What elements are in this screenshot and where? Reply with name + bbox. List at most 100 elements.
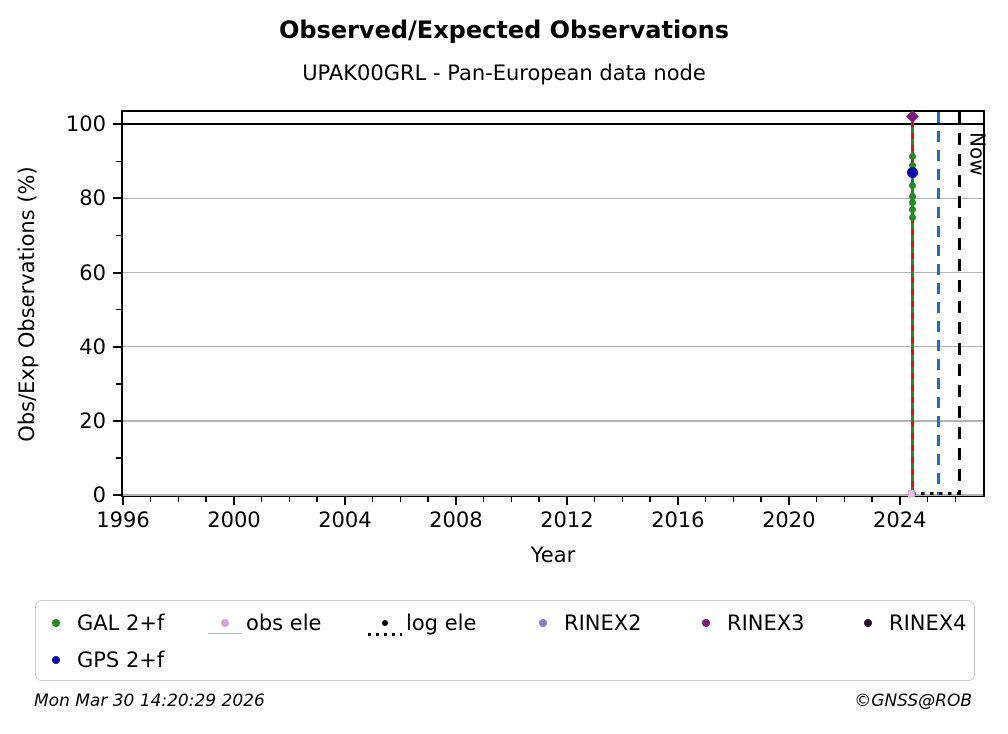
x-major-tick	[565, 497, 568, 505]
y-minor-tick	[116, 457, 121, 459]
data-point-gal-2-f	[908, 152, 916, 160]
x-minor-tick	[649, 497, 651, 502]
y-major-tick	[113, 494, 121, 496]
x-minor-tick	[871, 497, 873, 502]
x-tick-label: 1996	[96, 508, 150, 532]
x-tick-label: 2012	[540, 508, 594, 532]
y-tick-label: 100	[65, 112, 106, 137]
dot-sample	[382, 620, 388, 626]
legend-marker	[39, 619, 73, 627]
x-tick-label: 2008	[429, 508, 483, 532]
gridline	[123, 271, 983, 274]
legend-marker	[526, 619, 560, 627]
legend-item-gal-2-f: GAL 2+f	[39, 608, 164, 638]
x-major-tick	[898, 497, 901, 505]
data-point-obs-ele	[908, 490, 916, 497]
gridline	[123, 420, 983, 422]
x-minor-tick	[732, 497, 735, 502]
blue-dashed-line	[936, 112, 941, 495]
x-minor-tick	[926, 497, 929, 502]
data-point-gal-2-f	[908, 198, 916, 206]
y-minor-tick	[116, 160, 121, 163]
legend-label: log ele	[406, 611, 477, 635]
x-minor-tick	[843, 497, 846, 502]
legend-item-log-ele: log ele	[368, 608, 476, 638]
x-minor-tick	[316, 497, 318, 502]
y-tick-label: 0	[92, 483, 106, 507]
x-minor-tick	[760, 497, 762, 502]
legend-label: GPS 2+f	[77, 648, 165, 672]
log-ele-line	[912, 491, 960, 495]
legend-marker	[208, 619, 242, 634]
x-minor-tick	[704, 497, 707, 502]
dotted-line-sample	[368, 633, 402, 636]
y-minor-tick	[116, 383, 121, 385]
x-tick-label: 2016	[651, 508, 705, 532]
y-major-tick	[113, 271, 121, 274]
x-minor-tick	[399, 497, 402, 502]
x-minor-tick	[593, 497, 596, 502]
legend: GAL 2+f obs ele log ele RINEX2 RINEX3 RINEX4 G…	[35, 600, 975, 681]
y-tick-label: 40	[79, 334, 106, 359]
copyright-credit: ©GNSS@ROB	[854, 691, 972, 711]
data-point-rinex3	[905, 110, 919, 124]
now-line-label: Now	[965, 132, 990, 176]
legend-label: GAL 2+f	[77, 611, 165, 635]
x-minor-tick	[621, 497, 624, 502]
legend-label: RINEX2	[564, 611, 642, 635]
x-minor-tick	[815, 497, 818, 502]
x-axis-label: Year	[530, 543, 576, 567]
data-point-gal-2-f	[908, 214, 916, 222]
y-major-tick	[113, 123, 121, 126]
x-minor-tick	[954, 497, 956, 502]
chart-subtitle: UPAK00GRL - Pan-European data node	[302, 61, 706, 85]
data-point-gal-2-f	[908, 181, 916, 189]
legend-marker	[851, 619, 885, 627]
x-minor-tick	[510, 497, 513, 502]
y-major-tick	[113, 419, 121, 422]
x-minor-tick	[205, 497, 207, 502]
gridline	[123, 494, 983, 496]
y-major-tick	[113, 345, 121, 348]
legend-label: RINEX4	[889, 611, 967, 635]
chart-title: Observed/Expected Observations	[278, 16, 730, 44]
dot-sample	[702, 619, 710, 627]
x-minor-tick	[177, 497, 180, 502]
x-minor-tick	[538, 497, 540, 502]
x-major-tick	[787, 497, 790, 505]
x-minor-tick	[427, 497, 429, 502]
x-minor-tick	[149, 497, 152, 502]
x-tick-label: 2004	[318, 508, 372, 532]
y-tick-label: 80	[79, 186, 106, 211]
legend-item-obs-ele: obs ele	[208, 608, 321, 638]
x-tick-label: 2000	[207, 508, 261, 532]
line-sample	[208, 632, 242, 634]
x-minor-tick	[482, 497, 485, 502]
x-major-tick	[343, 497, 346, 505]
legend-marker	[689, 619, 723, 627]
y-minor-tick	[116, 234, 121, 237]
dot-sample	[52, 619, 60, 627]
legend-label: RINEX3	[727, 611, 805, 635]
x-tick-label: 2024	[873, 508, 927, 532]
red-dashed-line	[911, 120, 914, 495]
legend-item-rinex3: RINEX3	[689, 608, 805, 638]
legend-marker	[39, 656, 73, 664]
x-minor-tick	[288, 497, 291, 502]
x-major-tick	[676, 497, 679, 505]
legend-marker	[368, 620, 402, 636]
dot-sample	[864, 619, 872, 627]
reference-line-100	[123, 122, 983, 126]
data-point-gal-2-f	[908, 161, 916, 169]
plot-timestamp: Mon Mar 30 14:20:29 2026	[34, 691, 265, 711]
x-major-tick	[122, 497, 124, 505]
x-tick-label: 2020	[762, 508, 816, 532]
plot-area: Now	[121, 110, 989, 497]
y-tick-label: 20	[79, 408, 106, 433]
gridline	[123, 197, 983, 200]
x-minor-tick	[371, 497, 374, 502]
x-major-tick	[232, 497, 235, 505]
y-tick-label: 60	[79, 260, 106, 285]
y-major-tick	[113, 197, 121, 200]
legend-label: obs ele	[246, 611, 322, 635]
